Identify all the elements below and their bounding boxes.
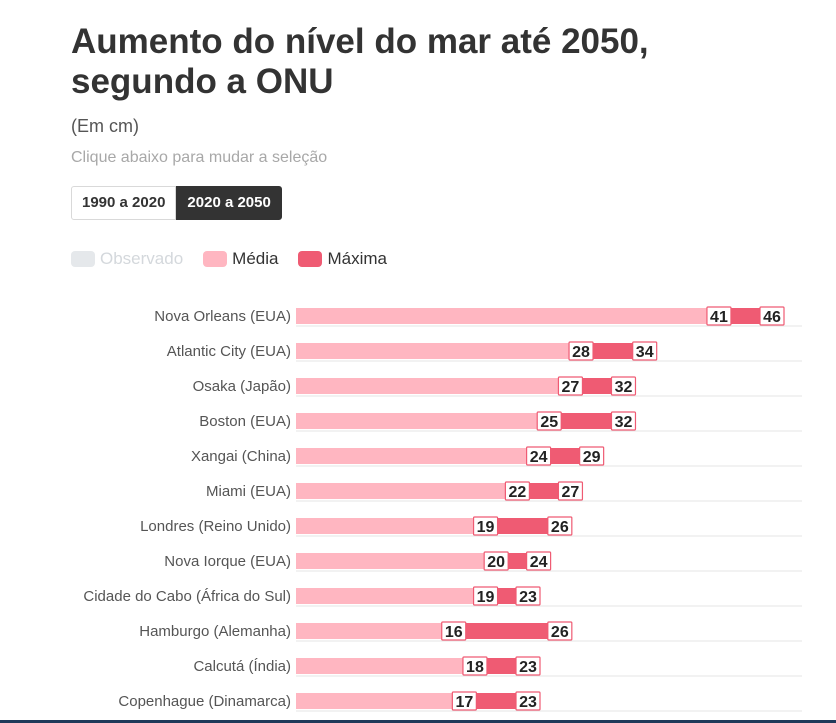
bar-media-copenhague-dinamarca	[296, 693, 477, 709]
category-label-calcuta-india: Calcutá (Índia)	[193, 658, 291, 675]
bar-media-atlantic-city-eua	[296, 343, 594, 359]
value-label-box-media	[483, 551, 509, 571]
bar-media-cidade-do-cabo-africa-do-sul	[296, 588, 498, 604]
legend-swatch-maxima	[298, 251, 323, 267]
value-label-box-maxima	[610, 411, 637, 431]
bar-media-xangai-china	[296, 448, 551, 464]
value-label-media: 18	[466, 659, 484, 676]
bar-media-boston-eua	[296, 413, 562, 429]
value-label-box-maxima	[759, 306, 785, 326]
legend-label-media: Média	[232, 249, 279, 268]
period-toggle: 1990 a 2020 2020 a 2050	[71, 186, 282, 220]
value-label-maxima: 23	[519, 659, 537, 676]
value-label-maxima: 27	[562, 484, 580, 501]
value-label-media: 25	[540, 414, 558, 431]
legend-item-maxima[interactable]: Máxima	[298, 249, 387, 269]
value-label-media: 17	[455, 694, 473, 711]
value-label-box-media	[504, 481, 530, 501]
value-label-box-media	[706, 306, 732, 326]
value-label-box-maxima	[579, 446, 605, 466]
chart-title: Aumento do nível do mar até 2050, segund…	[71, 22, 649, 101]
value-label-maxima: 24	[530, 554, 548, 571]
value-label-box-maxima	[526, 551, 552, 571]
value-label-box-media	[472, 516, 499, 536]
sea-level-bar-chart: Nova Orleans (EUA) 41 46 Atlantic City (EUA…	[83, 306, 802, 712]
bar-media-nova-orleans-eua	[296, 308, 731, 324]
value-label-media: 19	[477, 519, 495, 536]
value-label-box-media	[557, 376, 584, 396]
legend-item-observado[interactable]: Observado	[71, 249, 183, 269]
category-label-boston-eua: Boston (EUA)	[199, 413, 291, 430]
value-label-box-maxima	[547, 621, 573, 641]
value-label-maxima: 23	[519, 589, 537, 606]
value-label-box-maxima	[515, 656, 541, 676]
period-button-2020-2050[interactable]: 2020 a 2050	[176, 186, 282, 220]
value-label-box-maxima	[515, 691, 541, 711]
legend-swatch-observado	[71, 251, 95, 267]
bar-media-miami-eua	[296, 483, 530, 499]
value-label-box-maxima	[547, 516, 573, 536]
bottom-border	[0, 720, 836, 723]
bar-media-calcuta-india	[296, 658, 487, 674]
value-label-media: 16	[445, 624, 463, 641]
category-label-nova-orleans-eua: Nova Orleans (EUA)	[154, 308, 291, 325]
value-label-maxima: 26	[551, 624, 569, 641]
value-label-media: 41	[710, 309, 728, 326]
value-label-box-media	[472, 586, 499, 606]
period-button-1990-2020[interactable]: 1990 a 2020	[71, 186, 177, 220]
legend-label-observado: Observado	[100, 249, 184, 268]
value-label-media: 20	[487, 554, 505, 571]
value-label-box-maxima	[610, 376, 637, 396]
bar-media-londres-reino-unido	[296, 518, 498, 534]
value-label-box-media	[536, 411, 562, 431]
value-label-box-media	[568, 341, 594, 361]
category-label-miami-eua: Miami (EUA)	[206, 483, 291, 500]
value-label-box-maxima	[515, 586, 541, 606]
value-label-box-maxima	[632, 341, 658, 361]
value-label-maxima: 23	[519, 694, 537, 711]
category-label-hamburgo-alemanha: Hamburgo (Alemanha)	[139, 623, 291, 640]
legend-item-media[interactable]: Média	[203, 249, 278, 269]
category-label-londres-reino-unido: Londres (Reino Unido)	[140, 518, 291, 535]
value-label-maxima: 26	[551, 519, 569, 536]
legend-swatch-media	[203, 251, 228, 267]
value-label-box-media	[441, 621, 467, 641]
bar-media-hamburgo-alemanha	[296, 623, 466, 639]
value-label-media: 27	[562, 379, 580, 396]
value-label-maxima: 34	[636, 344, 654, 361]
category-label-xangai-china: Xangai (China)	[191, 448, 291, 465]
value-label-box-media	[526, 446, 552, 466]
value-label-box-maxima	[557, 481, 584, 501]
category-label-atlantic-city-eua: Atlantic City (EUA)	[167, 343, 291, 360]
value-label-media: 28	[572, 344, 590, 361]
bar-media-nova-iorque-eua	[296, 553, 509, 569]
value-label-maxima: 29	[583, 449, 601, 466]
selection-hint: Clique abaixo para mudar a seleção	[71, 149, 328, 166]
value-label-maxima: 32	[615, 414, 633, 431]
value-label-media: 19	[477, 589, 495, 606]
value-label-box-media	[462, 656, 488, 676]
bar-media-osaka-japao	[296, 378, 583, 394]
chart-legend: Observado Média Máxima	[71, 249, 407, 269]
value-label-maxima: 46	[763, 309, 781, 326]
legend-label-maxima: Máxima	[327, 249, 387, 268]
category-label-osaka-japao: Osaka (Japão)	[193, 378, 291, 395]
category-label-cidade-do-cabo-africa-do-sul: Cidade do Cabo (África do Sul)	[83, 588, 291, 605]
value-label-media: 22	[508, 484, 526, 501]
chart-subtitle: (Em cm)	[71, 116, 139, 136]
category-label-nova-iorque-eua: Nova Iorque (EUA)	[164, 553, 291, 570]
category-label-copenhague-dinamarca: Copenhague (Dinamarca)	[118, 693, 291, 710]
value-label-media: 24	[530, 449, 548, 466]
value-label-maxima: 32	[615, 379, 633, 396]
value-label-box-media	[451, 691, 477, 711]
